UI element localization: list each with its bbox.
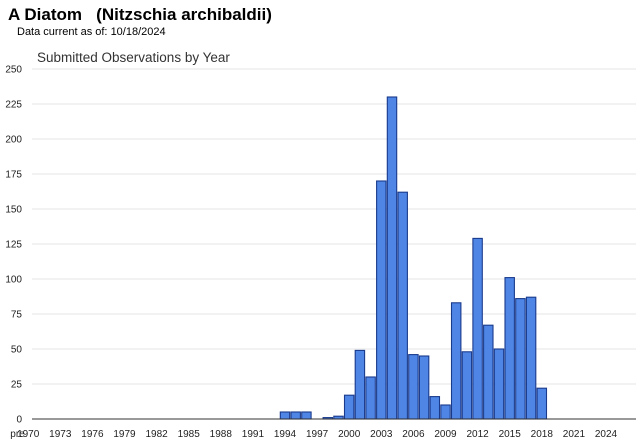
bar-2004: 2004: 230 — [386, 96, 398, 420]
x-tick-label: 1991 — [242, 429, 265, 440]
bar-2008: 2008: 16 — [429, 396, 441, 420]
bar-2016: 2016: 86 — [515, 298, 526, 420]
x-tick-label: 1976 — [81, 429, 104, 440]
date-value: 10/18/2024 — [110, 26, 166, 38]
bar-1994: 1994: 5 — [279, 411, 291, 420]
bar-2006: 2006: 46 — [408, 354, 419, 420]
y-tick-label: 75 — [11, 310, 23, 321]
x-tick-label: 1973 — [49, 429, 72, 440]
common-name: A Diatom — [8, 5, 82, 24]
x-tick-label: 2024 — [595, 429, 618, 440]
date-label: Data current as of: — [17, 26, 108, 38]
species-title: A Diatom (Nitzschia archibaldii) — [8, 5, 272, 25]
x-tick-label: 2015 — [499, 429, 522, 440]
x-tick-label: pre — [10, 429, 25, 440]
x-tick-label: 1988 — [210, 429, 233, 440]
bar-2005: 2005: 162 — [397, 191, 408, 420]
bar-2018: 2018: 22 — [536, 387, 548, 420]
bar-2009: 2009: 10 — [440, 404, 451, 420]
bar-2001: 2001: 49 — [354, 349, 366, 420]
y-axis-labels: 0 25 50 75 100 125 150 175 200 225 250 — [5, 65, 22, 426]
bar-2000: 2000: 17 — [343, 394, 355, 420]
bar-2011: 2011: 48 — [461, 351, 473, 420]
bar-2007: 2007: 45 — [418, 355, 430, 420]
y-tick-label: 125 — [5, 240, 22, 251]
y-tick-label: 100 — [5, 275, 22, 286]
x-tick-label: 2021 — [563, 429, 586, 440]
x-tick-label: 1997 — [306, 429, 329, 440]
chart-title: Submitted Observations by Year — [37, 50, 230, 65]
bar-2010: 2010: 83 — [450, 302, 462, 420]
y-tick-label: 0 — [16, 415, 22, 426]
x-tick-label: 2000 — [338, 429, 361, 440]
x-tick-label: 1994 — [274, 429, 297, 440]
data-date-line: Data current as of: 10/18/2024 — [17, 26, 166, 38]
y-tick-label: 50 — [11, 345, 23, 356]
bar-2012: 2012: 129 — [472, 237, 483, 420]
scientific-name: (Nitzschia archibaldii) — [96, 5, 272, 24]
bar-2014: 2014: 50 — [493, 348, 505, 420]
bar-2015: 2015: 101 — [504, 277, 515, 420]
x-tick-label: 1979 — [113, 429, 136, 440]
gridlines — [32, 68, 636, 385]
y-tick-label: 175 — [5, 170, 22, 181]
y-tick-label: 250 — [5, 65, 22, 76]
bar-1996: 1996: 5 — [301, 411, 312, 420]
y-tick-label: 150 — [5, 205, 22, 216]
x-tick-label: 1982 — [145, 429, 168, 440]
x-tick-label: 2006 — [402, 429, 425, 440]
x-tick-label: 1985 — [178, 429, 201, 440]
bar-2017: 2017: 87 — [525, 296, 537, 420]
x-tick-label: 2012 — [466, 429, 489, 440]
x-tick-label: 1970 — [17, 429, 40, 440]
bars: 1994: 51995: 51996: 51998: 11999: 22000:… — [279, 96, 548, 420]
x-tick-label: 2018 — [531, 429, 554, 440]
x-tick-label: 2003 — [370, 429, 393, 440]
bar-2003: 2003: 170 — [376, 180, 387, 420]
bar-1995: 1995: 5 — [290, 411, 301, 420]
y-tick-label: 225 — [5, 100, 22, 111]
x-tick-label: 2009 — [434, 429, 457, 440]
bar-2013: 2013: 67 — [483, 324, 494, 420]
y-tick-label: 25 — [11, 380, 23, 391]
y-tick-label: 200 — [5, 135, 22, 146]
